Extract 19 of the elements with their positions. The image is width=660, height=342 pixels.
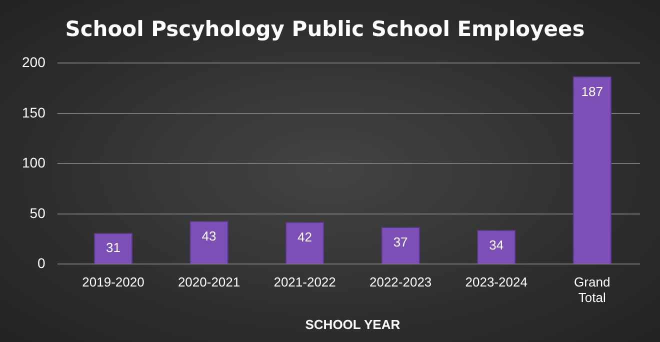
data-label: 34	[489, 238, 504, 253]
data-label: 43	[202, 228, 216, 244]
y-tick-label: 150	[22, 104, 46, 120]
x-tick-label: 2022-2023	[369, 274, 432, 290]
data-label: 31	[106, 240, 120, 255]
x-tick-label: 2019-2020	[82, 274, 144, 290]
x-axis-title: SCHOOL YEAR	[305, 316, 401, 332]
y-tick-label: 200	[22, 54, 46, 70]
chart-title: School Pscyhology Public School Employees	[65, 17, 585, 42]
x-tick-label: 2020-2021	[178, 274, 240, 290]
data-label: 37	[393, 234, 408, 250]
x-tick-label: 2021-2022	[274, 274, 336, 290]
data-label: 42	[298, 230, 312, 245]
x-tick-label: Grand Total	[574, 274, 610, 306]
y-tick-label: 0	[38, 255, 46, 272]
y-tick-label: 100	[22, 154, 46, 171]
x-tick-label: 2023-2024	[465, 274, 528, 290]
y-tick-label: 50	[30, 204, 46, 221]
data-label: 187	[581, 84, 603, 99]
